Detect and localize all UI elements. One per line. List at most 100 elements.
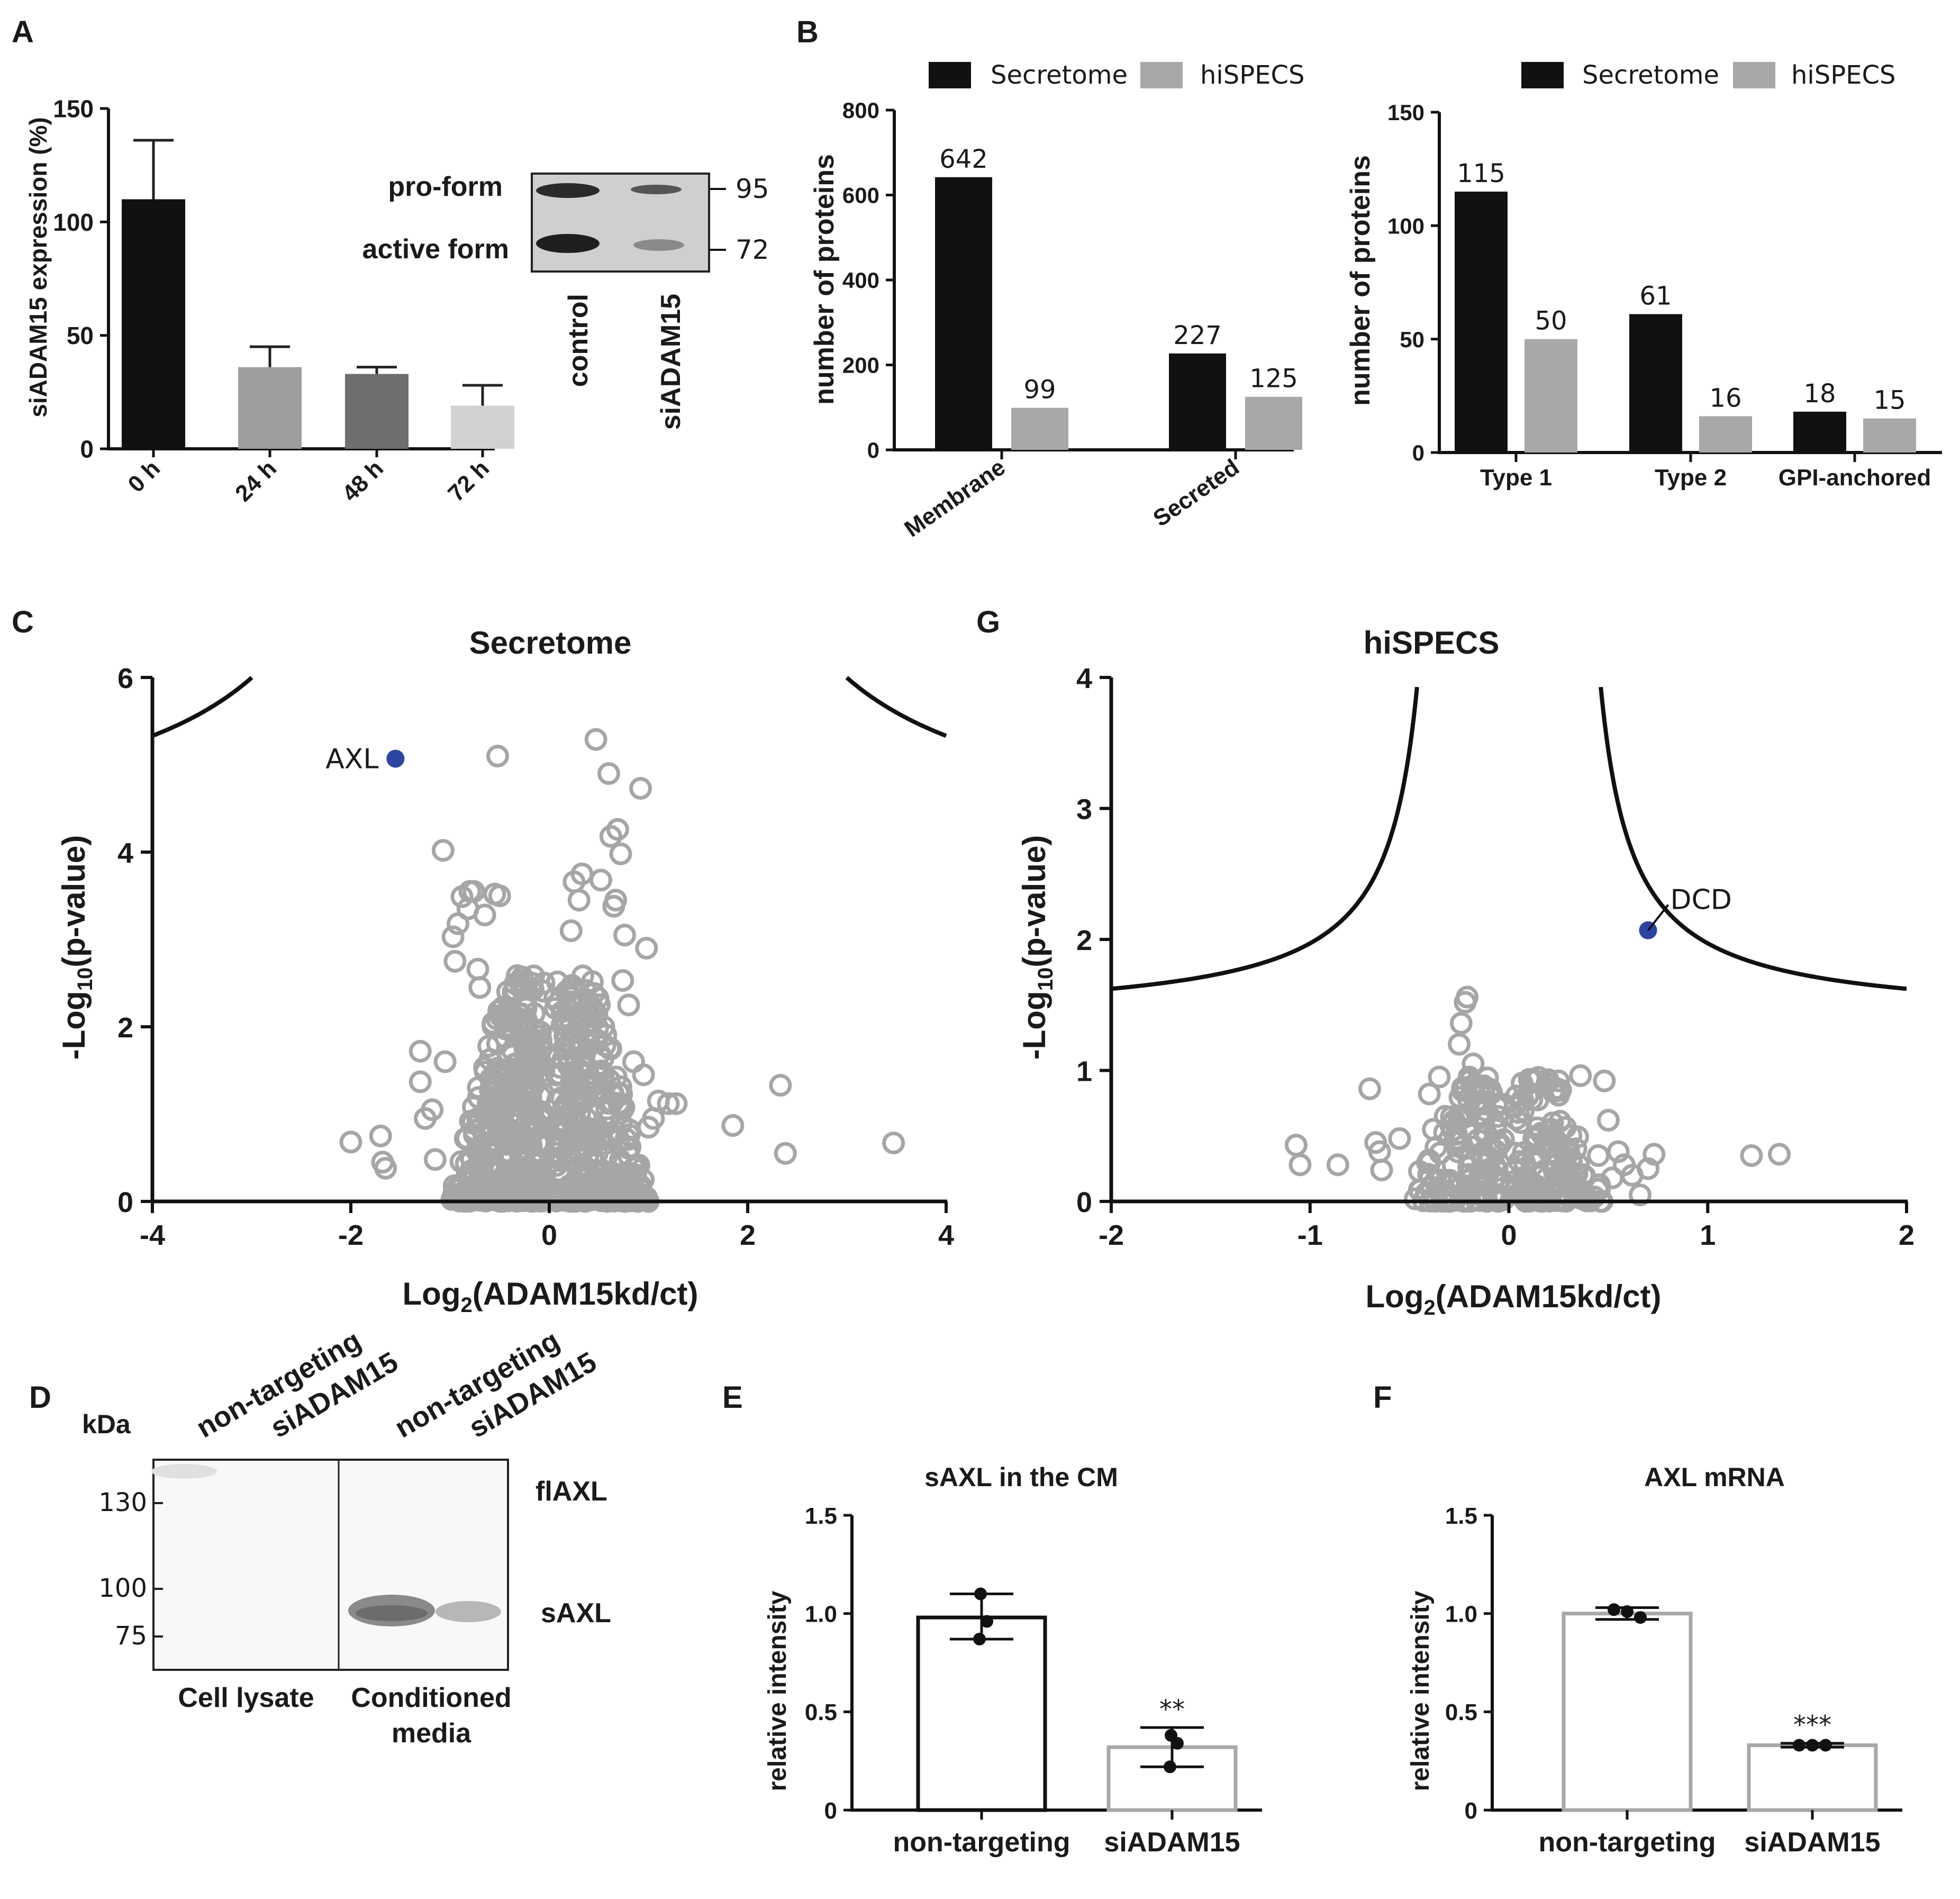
chart-c-point: [575, 1186, 598, 1209]
chart-c-point: [774, 1142, 797, 1165]
chart-c-point: [592, 1015, 615, 1038]
chart-g-point: [1628, 1183, 1652, 1207]
chart-b2-ytick-label: 0: [1412, 440, 1424, 465]
chart-a-lane-siadam15: siADAM15: [656, 294, 686, 430]
chart-c-point: [567, 889, 591, 912]
chart-c-point: [464, 1187, 487, 1210]
chart-d-marker-75: 75: [115, 1621, 147, 1651]
chart-c-point: [512, 1146, 535, 1170]
chart-g-xlabel-rest: (ADAM15kd/ct): [1436, 1279, 1662, 1314]
chart-c-point: [613, 924, 636, 947]
chart-c-point: [617, 993, 640, 1017]
chart-g-point: [1541, 1111, 1564, 1134]
chart-g-point: [1524, 1133, 1547, 1156]
chart-c-point: [609, 1152, 632, 1175]
chart-b2-bar-value: 61: [1639, 282, 1672, 311]
panel-label-d: D: [29, 1380, 51, 1415]
chart-g-point: [1587, 1144, 1610, 1167]
chart-f-significance: ***: [1793, 1711, 1831, 1740]
chart-b2-bar: [1629, 314, 1682, 453]
panel-label-b: B: [796, 15, 819, 49]
chart-b1-ytick-label: 600: [842, 183, 879, 208]
chart-e-xtick-label: siADAM15: [1104, 1827, 1240, 1858]
chart-c-point: [374, 1156, 397, 1180]
chart-g-point: [1521, 1068, 1545, 1091]
chart-g-point: [1456, 985, 1479, 1009]
chart-c-point: [591, 1047, 614, 1070]
chart-c-ylabel-pre: -Log: [56, 991, 92, 1060]
chart-e-data-point: [974, 1587, 987, 1600]
chart-a-bar: [451, 405, 514, 449]
chart-c-point: [585, 1119, 608, 1143]
chart-g-highlight-leader: [1647, 904, 1669, 931]
chart-c-point: [431, 839, 455, 862]
chart-b1-bar-value: 642: [939, 144, 988, 174]
chart-g-point: [1547, 1069, 1570, 1092]
chart-g-ylabel-rest: (p-value): [1017, 835, 1052, 967]
chart-c-point: [599, 825, 622, 848]
chart-c-point: [624, 1163, 647, 1187]
panel-label-a: A: [12, 15, 34, 49]
chart-g-point: [1593, 1069, 1616, 1092]
chart-g-point: [1643, 1143, 1666, 1166]
chart-g-point: [1462, 1052, 1485, 1075]
panel-label-e: E: [722, 1380, 743, 1415]
chart-g-point: [1607, 1140, 1630, 1163]
chart-a-band: [633, 239, 684, 251]
chart-c-point: [369, 1124, 392, 1147]
chart-a: siADAM15 expression (%) 0 50 100 150 0 h 24 …: [24, 95, 769, 507]
chart-g-point: [1288, 1153, 1312, 1177]
chart-b2-xtick-label: GPI-anchored: [1778, 465, 1931, 491]
chart-g-point: [1448, 1033, 1471, 1056]
chart-a-bar: [238, 367, 302, 449]
chart-c-threshold-curve: [151, 676, 253, 738]
chart-d-blot-image: [152, 1459, 509, 1671]
chart-g-xlabel-main: Log: [1366, 1279, 1424, 1314]
chart-c-point: [559, 919, 583, 942]
chart-d-band-saxl-core: [356, 1605, 428, 1621]
chart-c-xlabel: Log2(ADAM15kd/ct): [403, 1276, 698, 1317]
chart-c-point: [475, 1146, 498, 1170]
chart-a-band: [536, 183, 600, 198]
chart-e-ytick-label: 1.0: [805, 1602, 837, 1627]
chart-c-xtick-label: -4: [140, 1219, 165, 1251]
chart-g-point: [1408, 1160, 1431, 1183]
chart-c-point: [409, 1070, 432, 1093]
chart-c-ylabel-sub: 10: [74, 967, 97, 991]
chart-d-group-cell-lysate: Cell lysate: [178, 1683, 314, 1713]
chart-c-point: [527, 1159, 550, 1182]
panel-label-c: C: [12, 605, 34, 639]
chart-a-xtick-label: 48 h: [337, 455, 388, 507]
chart-b2-bar: [1455, 192, 1508, 453]
chart-b2: Secretome hiSPECS number of proteins 0 50…: [1345, 60, 1942, 491]
chart-c-ytick-label: 4: [117, 837, 133, 869]
chart-b1-legend-secretome: Secretome: [991, 60, 1128, 90]
chart-b1-ytick-label: 200: [842, 353, 879, 378]
chart-g-point: [1559, 1124, 1583, 1147]
chart-d-band-saxl: [435, 1601, 501, 1622]
chart-b1-legend-hispecs: hiSPECS: [1200, 60, 1304, 90]
chart-c-point: [604, 889, 628, 912]
chart-d-band-label-saxl: sAXL: [541, 1598, 611, 1629]
chart-g-point: [1507, 1101, 1530, 1124]
chart-d-group-conditioned: Conditioned: [351, 1683, 511, 1713]
chart-c-point: [665, 1092, 688, 1115]
chart-e-ytick-label: 1.5: [805, 1503, 837, 1529]
chart-d-unit: kDa: [82, 1409, 131, 1439]
chart-f-data-point: [1621, 1605, 1634, 1618]
chart-c-point: [495, 1183, 518, 1206]
chart-c-point: [421, 1098, 444, 1122]
chart-c-ytick-label: 2: [117, 1012, 133, 1044]
chart-g-point: [1531, 1178, 1554, 1201]
chart-b2-bar: [1863, 418, 1916, 453]
chart-b1-bar: [1011, 408, 1068, 450]
chart-c-xlabel-sub: 2: [460, 1294, 472, 1317]
chart-b1-legend-swatch-hispecs: [1140, 62, 1183, 88]
chart-g-highlight-label: DCD: [1671, 884, 1732, 916]
chart-c-point: [546, 970, 569, 993]
chart-c: Secretome -Log10(p-value) Log2(ADAM15kd/…: [56, 625, 954, 1317]
chart-c-point: [532, 1060, 556, 1083]
chart-f-data-point: [1634, 1611, 1647, 1624]
chart-g-ytick-label: 3: [1076, 794, 1092, 826]
chart-g-point: [1484, 1113, 1508, 1136]
